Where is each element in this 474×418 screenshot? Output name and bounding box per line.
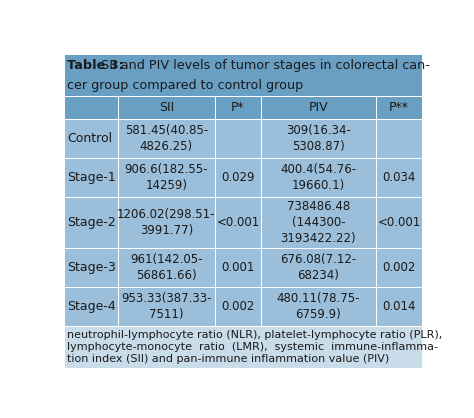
Bar <box>64 248 118 287</box>
Bar <box>261 197 376 248</box>
Bar <box>376 248 422 287</box>
Bar <box>261 248 376 287</box>
Bar <box>64 96 118 120</box>
Bar <box>215 158 261 197</box>
Text: neutrophil-lymphocyte ratio (NLR), platelet-lymphocyte ratio (PLR),: neutrophil-lymphocyte ratio (NLR), plate… <box>67 330 443 340</box>
Bar <box>64 158 118 197</box>
Bar <box>64 197 118 248</box>
Text: PIV: PIV <box>309 101 328 114</box>
Text: tion index (SII) and pan-immune inflammation value (PIV): tion index (SII) and pan-immune inflamma… <box>67 354 390 364</box>
Bar <box>261 158 376 197</box>
Bar <box>215 287 261 326</box>
Text: 309(16.34-
5308.87): 309(16.34- 5308.87) <box>286 125 351 153</box>
Text: 953.33(387.33-
7511): 953.33(387.33- 7511) <box>121 292 211 321</box>
Text: cer group compared to control group: cer group compared to control group <box>67 79 303 92</box>
Bar <box>215 120 261 158</box>
Bar <box>118 96 215 120</box>
Bar <box>376 96 422 120</box>
Text: 581.45(40.85-
4826.25): 581.45(40.85- 4826.25) <box>125 125 208 153</box>
Bar <box>376 120 422 158</box>
Bar <box>118 287 215 326</box>
Text: 0.034: 0.034 <box>383 171 416 184</box>
Text: SII: SII <box>159 101 174 114</box>
Bar <box>261 287 376 326</box>
Text: <0.001: <0.001 <box>377 216 420 229</box>
Bar <box>215 197 261 248</box>
Bar <box>118 158 215 197</box>
Text: 676.08(7.12-
68234): 676.08(7.12- 68234) <box>280 253 356 282</box>
Text: P**: P** <box>389 101 409 114</box>
Text: 0.029: 0.029 <box>221 171 255 184</box>
Bar <box>376 158 422 197</box>
Bar <box>64 54 422 96</box>
Text: Stage-2: Stage-2 <box>67 216 116 229</box>
Text: <0.001: <0.001 <box>216 216 259 229</box>
Text: 906.6(182.55-
14259): 906.6(182.55- 14259) <box>125 163 208 192</box>
Text: Stage-3: Stage-3 <box>67 261 116 274</box>
Text: Stage-1: Stage-1 <box>67 171 116 184</box>
Text: Stage-4: Stage-4 <box>67 300 116 313</box>
Text: 0.001: 0.001 <box>221 261 255 274</box>
Text: lymphocyte-monocyte  ratio  (LMR),  systemic  immune-inflamma-: lymphocyte-monocyte ratio (LMR), systemi… <box>67 342 438 352</box>
Text: 738486.48
(144300-
3193422.22): 738486.48 (144300- 3193422.22) <box>281 200 356 245</box>
Bar <box>215 248 261 287</box>
Bar <box>376 197 422 248</box>
Text: 0.002: 0.002 <box>221 300 255 313</box>
Text: 400.4(54.76-
19660.1): 400.4(54.76- 19660.1) <box>281 163 356 192</box>
Bar <box>261 120 376 158</box>
Text: Table 3:: Table 3: <box>67 59 124 72</box>
Text: 0.014: 0.014 <box>382 300 416 313</box>
Text: P*: P* <box>231 101 245 114</box>
Text: 1206.02(298.51-
3991.77): 1206.02(298.51- 3991.77) <box>117 208 216 237</box>
Bar <box>261 96 376 120</box>
Bar <box>376 287 422 326</box>
Bar <box>118 197 215 248</box>
Text: 961(142.05-
56861.66): 961(142.05- 56861.66) <box>130 253 202 282</box>
Text: 0.002: 0.002 <box>383 261 416 274</box>
Bar <box>64 287 118 326</box>
Bar <box>64 326 422 368</box>
Text: Control: Control <box>67 133 112 145</box>
Text: 480.11(78.75-
6759.9): 480.11(78.75- 6759.9) <box>277 292 360 321</box>
Text: SII and PIV levels of tumor stages in colorectal can-: SII and PIV levels of tumor stages in co… <box>97 59 429 72</box>
Bar <box>64 120 118 158</box>
Bar <box>215 96 261 120</box>
Bar <box>118 248 215 287</box>
Bar <box>118 120 215 158</box>
